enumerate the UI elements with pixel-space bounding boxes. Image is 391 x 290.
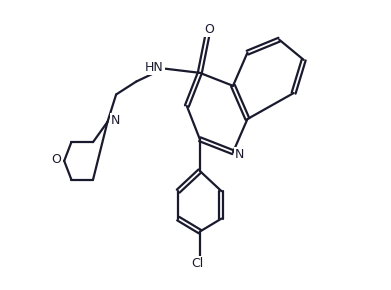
Text: O: O bbox=[51, 153, 61, 166]
Text: N: N bbox=[235, 148, 244, 161]
Text: O: O bbox=[204, 23, 214, 36]
Text: HN: HN bbox=[145, 61, 163, 74]
Text: Cl: Cl bbox=[191, 257, 203, 270]
Text: N: N bbox=[111, 114, 120, 127]
